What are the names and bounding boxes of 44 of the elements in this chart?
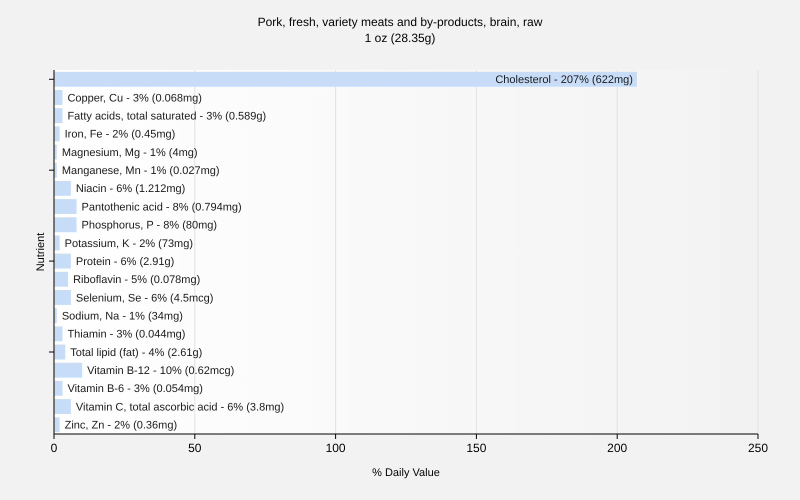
bar (54, 90, 62, 105)
x-tick-label: 250 (748, 441, 768, 455)
bar (54, 380, 62, 396)
y-tick-label: Niacin - 6% (1.212mg) (76, 183, 186, 196)
y-tick-label: Protein - 6% (2.91g) (76, 256, 174, 268)
bar (54, 362, 82, 378)
bar (54, 254, 71, 269)
y-tick-label: Selenium, Se - 6% (4.5mcg) (76, 292, 214, 304)
y-tick-label: Potassium, K - 2% (73mg) (64, 238, 194, 250)
bar (54, 180, 71, 196)
y-tick-label: Pantothenic acid - 8% (0.794mg) (82, 201, 242, 214)
y-tick-label: Copper, Cu - 3% (0.068mg) (67, 92, 202, 104)
x-tick-label: 200 (607, 441, 628, 455)
bar (54, 326, 62, 342)
y-tick-label: Zinc, Zn - 2% (0.36mg) (64, 420, 178, 432)
bar (54, 199, 77, 214)
x-tick-label: 100 (326, 441, 346, 455)
x-axis-title: % Daily Value (372, 467, 440, 479)
y-tick-label: Fatty acids, total saturated - 3% (0.589g) (67, 110, 266, 122)
x-tick-label: 150 (466, 441, 487, 455)
bar (54, 344, 66, 360)
x-tick-label: 0 (50, 441, 58, 455)
bar (54, 217, 77, 232)
y-tick-label: Total lipid (fat) - 4% (2.61g) (70, 346, 202, 359)
chart-subtitle: 1 oz (28.35g) (364, 31, 436, 45)
y-axis-title: Nutrient (35, 232, 47, 272)
x-tick-label: 50 (188, 441, 202, 455)
y-tick-label: Phosphorus, P - 8% (80mg) (82, 220, 218, 232)
bar (54, 290, 71, 305)
y-tick-label: Thiamin - 3% (0.044mg) (67, 328, 186, 341)
chart-title: Pork, fresh, variety meats and by-products, brain, raw (258, 15, 543, 29)
bar (54, 108, 62, 124)
y-tick-label: Vitamin C, total ascorbic acid - 6% (3.8mg) (76, 401, 284, 414)
y-tick-label: Sodium, Na - 1% (34mg) (62, 310, 183, 322)
bar (54, 272, 68, 287)
y-tick-label: Vitamin B-6 - 3% (0.054mg) (67, 383, 203, 396)
y-tick-label: Vitamin B-12 - 10% (0.62mcg) (87, 365, 234, 378)
y-tick-label: Riboflavin - 5% (0.078mg) (73, 274, 200, 286)
y-tick-label: Iron, Fe - 2% (0.45mg) (64, 128, 176, 141)
y-tick-label: Cholesterol - 207% (622mg) (495, 74, 633, 86)
y-tick-label: Manganese, Mn - 1% (0.027mg) (62, 165, 220, 178)
bar (54, 399, 71, 414)
bar (54, 72, 637, 87)
y-tick-label: Magnesium, Mg - 1% (4mg) (62, 146, 198, 159)
